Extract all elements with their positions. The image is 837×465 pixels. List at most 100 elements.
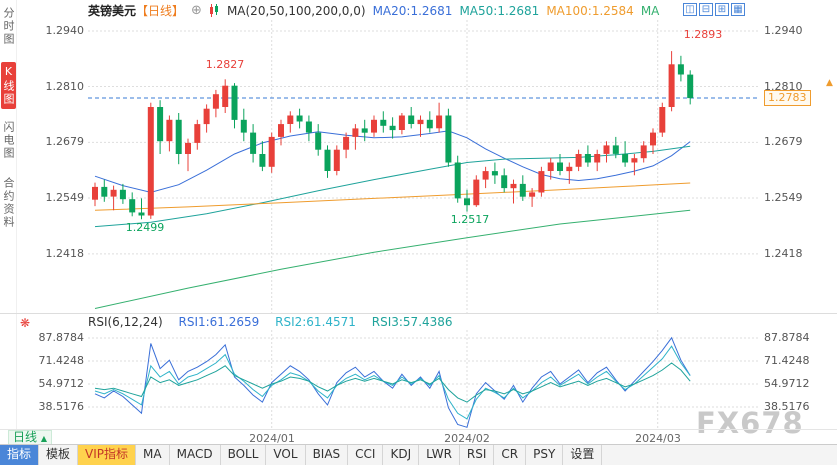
rsi-axis-label: 54.9712 [38, 377, 85, 390]
price-axis-right: 1.2940 1.2810 1.2679 1.2549 1.2418 87.8784 71.… [764, 0, 814, 465]
period-selector[interactable]: 日线 ▲ [8, 430, 52, 446]
price-axis-label: 1.2549 [45, 191, 85, 204]
candle-body [389, 125, 396, 131]
rsi-line-RSI1 [94, 336, 691, 428]
candle-body [519, 183, 526, 197]
toolbar-tab-BIAS[interactable]: BIAS [306, 445, 349, 465]
price-chart-canvas[interactable] [88, 20, 760, 313]
candle-body [687, 74, 694, 99]
high-label-december: 1.2827 [205, 58, 245, 71]
toolbar-tab-KDJ[interactable]: KDJ [383, 445, 420, 465]
candle-body [315, 132, 322, 150]
candle-body [194, 124, 201, 143]
rsi-axis-label: 71.4248 [38, 354, 85, 367]
ma50-value: MA50:1.2681 [459, 3, 540, 18]
toolbar-tab-BOLL[interactable]: BOLL [221, 445, 267, 465]
price-axis-label: 1.2679 [45, 135, 85, 148]
rsi-line-RSI3 [94, 362, 691, 403]
ma-params-label: MA(20,50,100,200,0,0) [226, 3, 366, 18]
candle-body [491, 171, 498, 176]
price-axis-label: 1.2418 [45, 247, 85, 260]
candle-body [473, 179, 480, 206]
rsi1-value: RSI1:61.2659 [178, 315, 260, 329]
candle-body [203, 108, 210, 125]
candle-body [538, 171, 545, 193]
low-label-february: 1.2517 [450, 213, 490, 226]
candle-body [408, 115, 415, 124]
candle-body [547, 162, 554, 171]
toolbar-tab-RSI[interactable]: RSI [460, 445, 495, 465]
layout-split-icon-4[interactable]: ▦ [731, 3, 745, 16]
sidebar-item-kline[interactable]: K线图 [1, 62, 16, 109]
ma100-value: MA100:1.2584 [546, 3, 634, 18]
rsi-axis-label: 71.4248 [764, 354, 810, 367]
sidebar-item-lightning[interactable]: 闪电图 [2, 121, 15, 160]
high-label-march: 1.2893 [683, 28, 723, 41]
indicator-toolbar: 指标 模板 VIP指标 MA MACD BOLL VOL BIAS CCI KDJ LWR RSI CR… [0, 444, 837, 465]
toolbar-tab-指标[interactable]: 指标 [0, 445, 40, 465]
month-label: 2024/01 [249, 432, 295, 445]
candle-body [668, 64, 675, 107]
add-indicator-icon[interactable]: ⊕ [191, 3, 202, 18]
toolbar-tab-设置[interactable]: 设置 [563, 445, 603, 465]
rsi-axis-label: 54.9712 [764, 377, 810, 390]
layout-split-icon-2[interactable]: ⊟ [699, 3, 713, 16]
candle-body [250, 132, 257, 154]
low-label-december: 1.2499 [125, 221, 165, 234]
price-axis-label: 1.2810 [45, 80, 85, 93]
candle-body [510, 183, 517, 189]
candle-body [436, 115, 443, 129]
price-axis-label: 1.2418 [764, 247, 803, 260]
toolbar-tab-MA[interactable]: MA [136, 445, 170, 465]
last-price-tag: 1.2783 [764, 90, 811, 106]
candle-body [138, 212, 145, 216]
candle-body [157, 107, 164, 142]
price-axis-label: 1.2810 [764, 80, 803, 93]
candle-body [575, 154, 582, 167]
candle-body [259, 154, 266, 167]
watermark: FX678 [696, 406, 804, 440]
candle-body [659, 107, 666, 133]
candle-body [278, 124, 284, 137]
price-axis-label: 1.2940 [45, 24, 85, 37]
rsi-chart-canvas[interactable] [88, 330, 760, 428]
candle-body [566, 166, 573, 172]
sidebar-item-contract-info[interactable]: 合约资料 [2, 177, 15, 229]
chart-type-sidebar: 分时图 K线图 闪电图 合约资料 [0, 0, 17, 465]
candle-body [529, 192, 536, 197]
month-label: 2024/03 [635, 432, 681, 445]
toolbar-tab-VOL[interactable]: VOL [266, 445, 306, 465]
ma-line-MA20 [94, 130, 691, 193]
candle-body [417, 119, 424, 125]
price-axis-left: 1.2940 1.2810 1.2679 1.2549 1.2418 87.8784 71.… [38, 0, 85, 465]
price-axis-label: 1.2679 [764, 135, 803, 148]
toolbar-tab-VIP指标[interactable]: VIP指标 [78, 445, 137, 465]
layout-split-icon-3[interactable]: ⊞ [715, 3, 729, 16]
rsi-params-label: RSI(6,12,24) [88, 315, 163, 329]
candle-body [222, 85, 229, 107]
rsi2-value: RSI2:61.4571 [275, 315, 356, 329]
toolbar-tab-CR[interactable]: CR [494, 445, 527, 465]
candle-body [119, 189, 126, 200]
price-axis-label: 1.2940 [764, 24, 803, 37]
layout-split-icon-1[interactable]: ◫ [683, 3, 697, 16]
candle-body [501, 175, 508, 189]
rsi-settings-icon[interactable]: ❋ [20, 316, 31, 330]
candle-body [594, 154, 601, 163]
candle-body [343, 136, 350, 150]
ma20-value: MA20:1.2681 [372, 3, 453, 18]
candle-body [231, 85, 238, 120]
candle-body [212, 94, 219, 109]
candle-body [101, 186, 108, 197]
candle-body [287, 115, 294, 124]
toolbar-tab-MACD[interactable]: MACD [170, 445, 221, 465]
toolbar-tab-LWR[interactable]: LWR [419, 445, 460, 465]
toolbar-tab-CCI[interactable]: CCI [348, 445, 384, 465]
candle-body [268, 136, 275, 167]
sidebar-item-timeline[interactable]: 分时图 [2, 7, 15, 46]
period-selector-label: 日线 [13, 430, 38, 444]
toolbar-tab-模板[interactable]: 模板 [39, 445, 79, 465]
price-scale-up-arrow-icon[interactable]: ▲ [826, 78, 833, 88]
toolbar-tab-PSY[interactable]: PSY [526, 445, 564, 465]
